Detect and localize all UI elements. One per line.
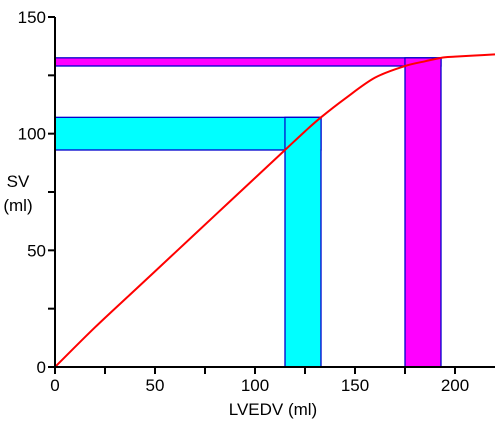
band-2-vertical (404, 57, 442, 368)
curve-line (54, 53, 496, 368)
x-tick-label: 100 (241, 376, 269, 395)
y-tick-label: 150 (18, 8, 46, 27)
band-1-horizontal (54, 116, 322, 151)
y-tick-label: 0 (37, 358, 46, 377)
highlight-bands (54, 57, 442, 368)
y-axis-label-line2: (ml) (3, 196, 32, 215)
tick-labels: 0 50 100 150 200 0 50 100 150 (18, 8, 470, 395)
y-tick-label: 100 (18, 125, 46, 144)
y-axis-label-line1: SV (7, 172, 30, 191)
x-tick-label: 150 (341, 376, 369, 395)
band-1-vertical (284, 116, 322, 368)
axes (48, 16, 495, 374)
x-tick-label: 50 (146, 376, 165, 395)
x-tick-label: 200 (441, 376, 469, 395)
x-axis-label: LVEDV (ml) (229, 400, 317, 419)
band-2-horizontal (54, 57, 442, 67)
x-tick-label: 0 (50, 376, 59, 395)
y-tick-label: 50 (27, 241, 46, 260)
